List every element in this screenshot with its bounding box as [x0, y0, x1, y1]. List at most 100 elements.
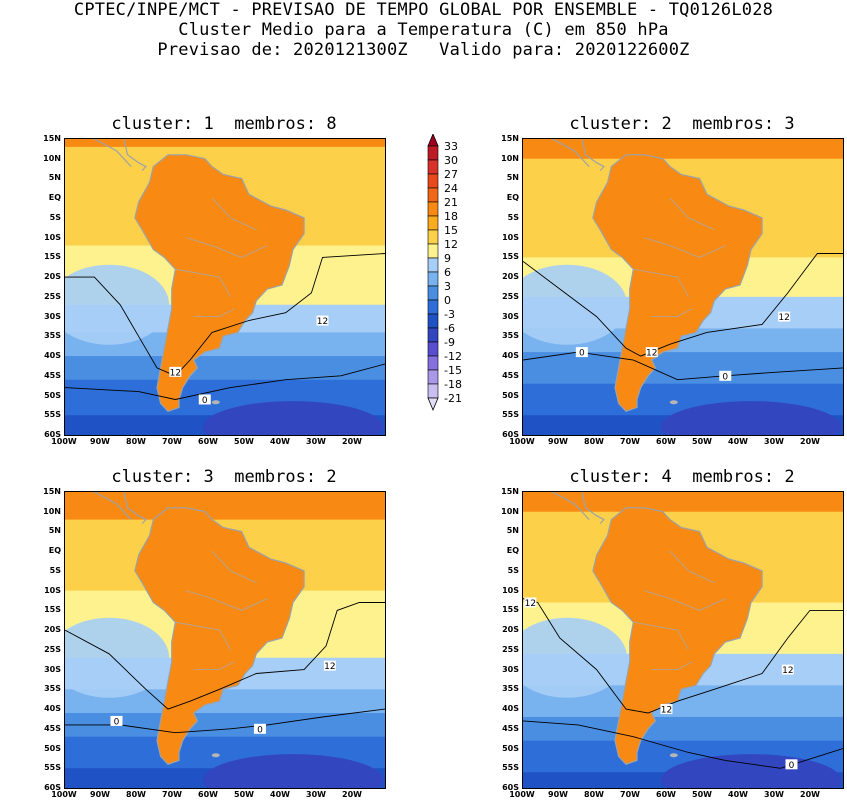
lat-tick-label: 5S [49, 565, 61, 575]
cool-area [65, 617, 170, 698]
panel-1-title: cluster: 1 membros: 8 [111, 114, 337, 134]
lat-tick-label: 55S [44, 410, 61, 420]
lat-tick-label: 30S [44, 311, 61, 321]
lon-tick-label: 70W [162, 790, 182, 799]
contour-label: 0 [253, 723, 266, 735]
coastline [93, 139, 147, 172]
lat-tick-label: 5N [48, 173, 61, 183]
lat-tick-label: 10S [44, 232, 61, 242]
lat-tick-label: 35S [44, 331, 61, 341]
colorbar-segment [427, 201, 439, 217]
border-line [644, 590, 726, 611]
lat-tick-label: 25S [44, 644, 61, 654]
contour-0 [523, 720, 843, 769]
lat-tick-label: 15S [44, 605, 61, 615]
coastline [592, 154, 763, 412]
contour-label: 0 [785, 759, 798, 771]
lon-tick-label: 40W [270, 790, 290, 799]
colorbar-label: -12 [444, 350, 462, 363]
contour-label: 12 [781, 664, 794, 676]
lat-tick-label: 20S [44, 625, 61, 635]
lon-tick-label: 60W [656, 790, 676, 799]
contour-label: 12 [778, 311, 791, 323]
colorbar-segment [427, 327, 439, 343]
panel-2-title: cluster: 2 membros: 3 [569, 114, 795, 134]
lat-tick-label: 40S [502, 351, 519, 361]
lon-tick-label: 80W [126, 437, 146, 446]
panel-4-map: 12 12 12 0 [522, 491, 844, 789]
colorbar: 33 30 27 24 21 18 15 12 9 6 3 0 -3 -6 -9 -12 -15 -18 -21 [424, 132, 484, 448]
svg-text:0: 0 [579, 349, 585, 359]
colorbar-label: -6 [444, 322, 455, 335]
border-line [193, 661, 235, 671]
colorbar-segment [427, 229, 439, 245]
lat-tick-label: 10S [502, 585, 519, 595]
contour-label: 12 [660, 704, 673, 716]
lat-tick-label: 35S [502, 684, 519, 694]
lat-tick-label: 25S [502, 644, 519, 654]
colorbar-label: 33 [444, 140, 458, 153]
lat-tick-label: 20S [502, 625, 519, 635]
border-line [633, 621, 689, 651]
colorbar-segment [427, 271, 439, 287]
lon-tick-label: 50W [692, 790, 712, 799]
contour-12 [65, 602, 385, 710]
lat-tick-label: 5S [49, 212, 61, 222]
coastline [592, 507, 763, 765]
svg-text:0: 0 [722, 372, 728, 382]
coastline [93, 492, 147, 525]
panel-2-map: 12 12 0 0 [522, 138, 844, 436]
contour-12 [523, 253, 843, 357]
lat-tick-label: 30S [44, 664, 61, 674]
cool-area [523, 617, 628, 698]
lat-tick-label: 10S [44, 585, 61, 595]
lat-tick-label: 20S [44, 272, 61, 282]
colorbar-label: 30 [444, 154, 458, 167]
coastline [551, 492, 605, 525]
svg-text:0: 0 [202, 396, 208, 406]
island [669, 400, 678, 405]
lat-tick-label: 40S [502, 704, 519, 714]
colorbar-label: -21 [444, 392, 462, 405]
lat-tick-label: 35S [502, 331, 519, 341]
lat-tick-label: 10N [43, 506, 61, 516]
coastline [551, 139, 605, 172]
lon-tick-label: 20W [800, 790, 820, 799]
lon-tick-label: 40W [728, 437, 748, 446]
lat-tick-label: 60S [44, 783, 61, 792]
lon-tick-label: 50W [692, 437, 712, 446]
colorbar-segment [427, 257, 439, 273]
border-line [633, 268, 689, 298]
lon-tick-label: 60W [198, 437, 218, 446]
panel-3-map: 12 0 0 [64, 491, 386, 789]
header-subtitle: Cluster Medio para a Temperatura (C) em … [178, 20, 669, 40]
lon-tick-label: 70W [620, 790, 640, 799]
lat-tick-label: 20S [502, 272, 519, 282]
colorbar-label: 24 [444, 182, 458, 195]
colorbar-segment [427, 285, 439, 301]
lat-tick-label: 45S [502, 723, 519, 733]
lat-tick-label: 40S [44, 351, 61, 361]
lat-tick-label: 5N [48, 526, 61, 536]
lat-tick-label: 15N [43, 134, 61, 143]
panel-1-map: 12 12 0 [64, 138, 386, 436]
lon-tick-label: 90W [548, 790, 568, 799]
border-line [186, 590, 268, 611]
lat-tick-label: 30S [502, 311, 519, 321]
lon-tick-label: 30W [764, 790, 784, 799]
svg-text:12: 12 [661, 706, 672, 716]
colorbar-segment [427, 215, 439, 231]
lon-tick-label: 100W [509, 437, 535, 446]
island [669, 753, 678, 758]
contour-label: 12 [323, 660, 336, 672]
svg-text:12: 12 [646, 349, 657, 359]
contour-12 [65, 253, 385, 377]
svg-text:12: 12 [778, 313, 789, 323]
colorbar-label: 15 [444, 224, 458, 237]
colorbar-bottom-arrow [427, 397, 439, 412]
lon-tick-label: 20W [800, 437, 820, 446]
lat-tick-label: 55S [44, 763, 61, 773]
lon-tick-label: 90W [548, 437, 568, 446]
lon-tick-label: 90W [90, 437, 110, 446]
lat-tick-label: EQ [506, 193, 519, 203]
